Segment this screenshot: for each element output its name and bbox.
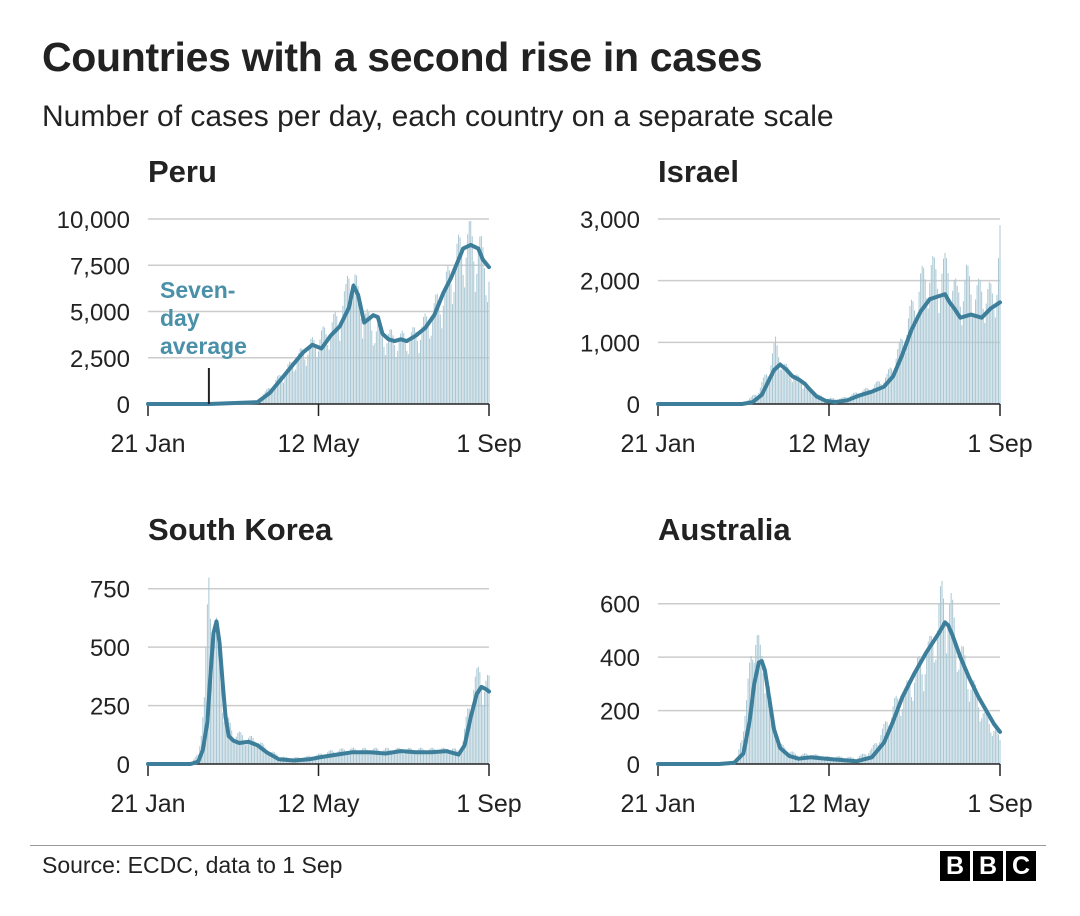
seven-day-average-line bbox=[656, 292, 1002, 406]
annotation-line: day bbox=[160, 305, 200, 331]
y-tick-label: 750 bbox=[90, 577, 130, 604]
daily-bars bbox=[209, 220, 490, 404]
x-tick-label: 21 Jan bbox=[620, 430, 695, 458]
panel-title: South Korea bbox=[148, 512, 333, 547]
y-tick-label: 500 bbox=[90, 635, 130, 662]
y-tick-label: 600 bbox=[600, 592, 640, 619]
daily-bars bbox=[191, 577, 490, 764]
x-tick-label: 21 Jan bbox=[110, 790, 185, 818]
x-tick-label: 21 Jan bbox=[110, 430, 185, 458]
logo-letter-b1: B bbox=[940, 851, 970, 881]
footer-divider bbox=[30, 845, 1046, 846]
panel-0: Peru 0 2,500 5,000 7,500 10,000 21 Jan 12 May 1 … bbox=[57, 154, 522, 458]
daily-bars bbox=[743, 225, 1001, 404]
x-tick-label: 12 May bbox=[278, 430, 360, 458]
y-tick-label: 10,000 bbox=[57, 207, 130, 234]
seven-day-average-line bbox=[146, 242, 491, 406]
annotation-label: Seven-day average bbox=[160, 277, 247, 359]
y-tick-label: 2,000 bbox=[580, 269, 640, 296]
seven-day-average-line bbox=[656, 620, 1002, 766]
y-tick-label: 7,500 bbox=[70, 253, 130, 280]
panel-1: Israel 0 1,000 2,000 3,000 21 Jan 12 May 1 Sep bbox=[580, 154, 1033, 458]
x-tick-label: 12 May bbox=[278, 790, 360, 818]
x-tick-label: 1 Sep bbox=[967, 430, 1032, 458]
daily-bars bbox=[720, 580, 1001, 764]
y-tick-label: 2,500 bbox=[70, 346, 130, 373]
y-tick-label: 0 bbox=[117, 392, 130, 419]
logo-letter-b2: B bbox=[973, 851, 1003, 881]
panel-3: Australia 0 200 400 600 21 Jan 12 May 1 Sep bbox=[600, 512, 1033, 818]
y-tick-label: 200 bbox=[600, 699, 640, 726]
y-tick-label: 0 bbox=[627, 752, 640, 779]
logo-letter-c: C bbox=[1006, 851, 1036, 881]
y-tick-label: 250 bbox=[90, 694, 130, 721]
x-tick-label: 12 May bbox=[788, 790, 870, 818]
chart-subtitle: Number of cases per day, each country on… bbox=[42, 100, 834, 133]
y-tick-label: 1,000 bbox=[580, 330, 640, 357]
panel-title: Israel bbox=[658, 154, 739, 189]
seven-day-average-line bbox=[146, 619, 491, 766]
x-tick-label: 1 Sep bbox=[456, 790, 521, 818]
y-tick-label: 3,000 bbox=[580, 207, 640, 234]
y-tick-label: 5,000 bbox=[70, 300, 130, 327]
panel-2: South Korea 0 250 500 750 21 Jan 12 May 1 Sep bbox=[90, 512, 522, 818]
bbc-logo: B B C bbox=[940, 851, 1036, 881]
annotation-line: average bbox=[160, 333, 247, 359]
panel-title: Australia bbox=[658, 512, 791, 547]
x-tick-label: 1 Sep bbox=[967, 790, 1032, 818]
y-tick-label: 400 bbox=[600, 645, 640, 672]
panel-title: Peru bbox=[148, 154, 217, 189]
source-note: Source: ECDC, data to 1 Sep bbox=[42, 852, 343, 878]
y-tick-label: 0 bbox=[627, 392, 640, 419]
annotation-line: Seven- bbox=[160, 277, 235, 303]
y-tick-label: 0 bbox=[117, 752, 130, 779]
chart-title: Countries with a second rise in cases bbox=[42, 34, 763, 80]
x-tick-label: 21 Jan bbox=[620, 790, 695, 818]
x-tick-label: 1 Sep bbox=[456, 430, 521, 458]
x-tick-label: 12 May bbox=[788, 430, 870, 458]
